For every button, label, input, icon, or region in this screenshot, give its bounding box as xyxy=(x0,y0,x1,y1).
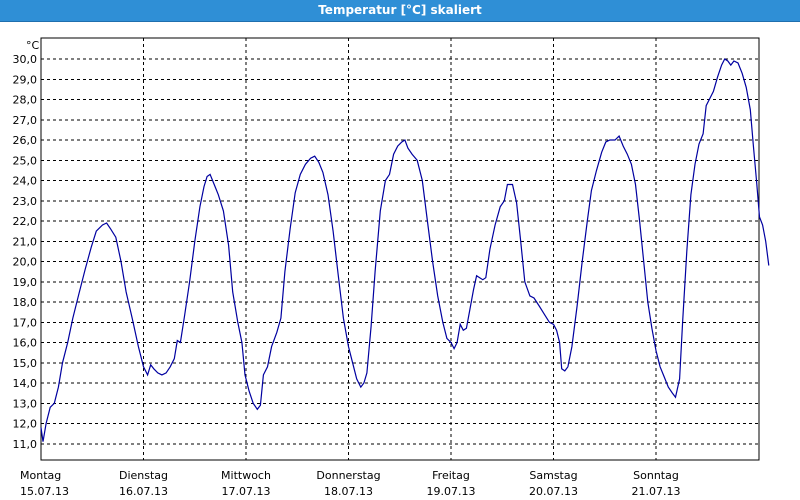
x-day-label: Freitag xyxy=(432,469,470,482)
y-tick-label: 22,0 xyxy=(13,215,38,228)
temperature-series-line xyxy=(40,58,770,442)
x-day-label: Sonntag xyxy=(633,469,679,482)
chart-area: 11,0 12,0 13,0 14,0 15,0 16,0 17,0 18,0 19,0 20,0… xyxy=(0,22,800,500)
x-day-label: Montag xyxy=(20,469,61,482)
y-tick-label: 25,0 xyxy=(13,154,38,167)
title-bar[interactable]: Temperatur [°C] skaliert xyxy=(0,0,800,22)
y-tick-label: 30,0 xyxy=(13,53,38,66)
x-date-label: 18.07.13 xyxy=(324,485,373,498)
y-tick-label: 11,0 xyxy=(13,438,38,451)
plot-frame xyxy=(40,37,760,461)
x-date-label: 15.07.13 xyxy=(20,485,69,498)
x-day-label: Samstag xyxy=(529,469,577,482)
x-day-label: Dienstag xyxy=(119,469,168,482)
y-tick-label: 23,0 xyxy=(13,195,38,208)
x-date-label: 16.07.13 xyxy=(119,485,168,498)
y-tick-label: 24,0 xyxy=(13,175,38,188)
temperature-chart: 11,0 12,0 13,0 14,0 15,0 16,0 17,0 18,0 19,0 20,0… xyxy=(13,37,770,498)
y-tick-label: 19,0 xyxy=(13,276,38,289)
window-title: Temperatur [°C] skaliert xyxy=(318,3,482,17)
y-tick-label: 15,0 xyxy=(13,357,38,370)
y-tick-label: 27,0 xyxy=(13,114,38,127)
x-date-label: 21.07.13 xyxy=(632,485,681,498)
x-date-label: 20.07.13 xyxy=(529,485,578,498)
y-tick-label: 26,0 xyxy=(13,134,38,147)
y-tick-label: 16,0 xyxy=(13,337,38,350)
x-date-label: 17.07.13 xyxy=(222,485,271,498)
y-tick-label: 17,0 xyxy=(13,316,38,329)
y-axis-label: °C xyxy=(26,39,40,52)
x-date-label: 19.07.13 xyxy=(427,485,476,498)
y-tick-label: 12,0 xyxy=(13,418,38,431)
y-tick-label: 20,0 xyxy=(13,256,38,269)
y-tick-label: 28,0 xyxy=(13,94,38,107)
y-tick-label: 14,0 xyxy=(13,377,38,390)
x-day-label: Mittwoch xyxy=(221,469,271,482)
x-day-label: Donnerstag xyxy=(316,469,380,482)
y-tick-label: 29,0 xyxy=(13,73,38,86)
y-tick-label: 13,0 xyxy=(13,397,38,410)
y-tick-label: 18,0 xyxy=(13,296,38,309)
y-tick-label: 21,0 xyxy=(13,235,38,248)
